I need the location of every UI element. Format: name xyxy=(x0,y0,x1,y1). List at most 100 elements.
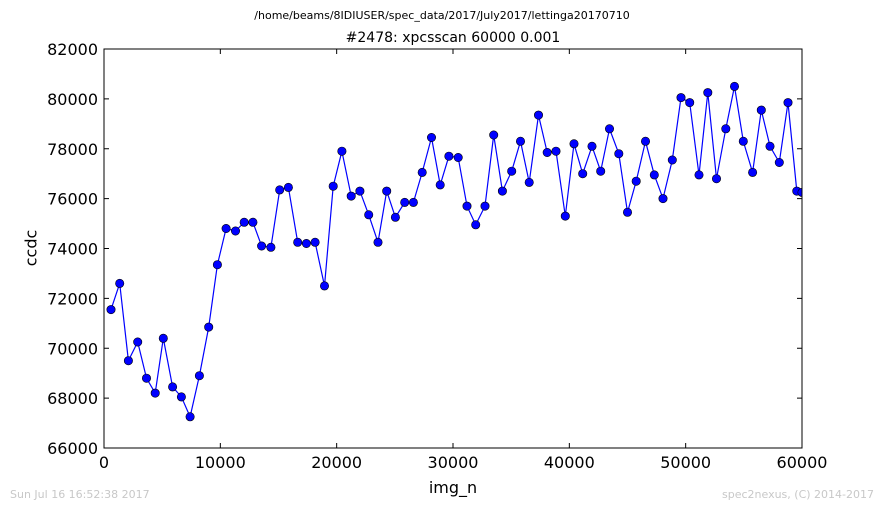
data-point xyxy=(614,149,624,159)
data-point xyxy=(355,186,365,196)
data-point xyxy=(337,146,347,156)
data-point xyxy=(497,186,507,196)
data-point xyxy=(560,211,570,221)
data-point xyxy=(346,191,356,201)
data-point xyxy=(319,281,329,291)
data-point xyxy=(221,224,231,234)
data-point xyxy=(328,181,338,191)
data-point xyxy=(212,260,222,270)
data-point xyxy=(703,88,713,98)
data-point xyxy=(480,201,490,211)
data-point xyxy=(471,220,481,230)
data-point xyxy=(694,170,704,180)
data-point xyxy=(390,212,400,222)
y-tick-label: 66000 xyxy=(47,439,98,458)
y-tick-label: 80000 xyxy=(47,90,98,109)
x-tick-label: 60000 xyxy=(777,453,828,472)
data-point xyxy=(640,136,650,146)
y-tick-label: 68000 xyxy=(47,389,98,408)
data-point xyxy=(158,333,168,343)
data-point xyxy=(123,356,133,366)
data-point xyxy=(364,210,374,220)
data-point xyxy=(622,207,632,217)
data-point xyxy=(729,81,739,91)
x-tick-label: 50000 xyxy=(660,453,711,472)
data-point xyxy=(185,412,195,422)
data-point xyxy=(231,226,241,236)
data-point xyxy=(738,136,748,146)
data-point xyxy=(507,166,517,176)
data-point xyxy=(462,201,472,211)
file-path-header: /home/beams/8IDIUSER/spec_data/2017/July… xyxy=(254,9,630,22)
data-point xyxy=(685,98,695,108)
data-point xyxy=(373,237,383,247)
data-point xyxy=(756,105,766,115)
data-point xyxy=(204,322,214,332)
data-point xyxy=(658,194,668,204)
y-tick-label: 72000 xyxy=(47,289,98,308)
data-point xyxy=(382,186,392,196)
data-point xyxy=(578,169,588,179)
data-point xyxy=(453,153,463,163)
data-point xyxy=(283,182,293,192)
data-point xyxy=(426,133,436,143)
y-tick-label: 70000 xyxy=(47,339,98,358)
data-point xyxy=(275,185,285,195)
data-point xyxy=(676,93,686,103)
data-point xyxy=(176,392,186,402)
credit-footer: spec2nexus, (C) 2014-2017 xyxy=(722,488,874,501)
data-point xyxy=(649,170,659,180)
data-point xyxy=(604,124,614,134)
data-point xyxy=(711,174,721,184)
data-point xyxy=(587,141,597,151)
data-point xyxy=(115,278,125,288)
y-tick-label: 74000 xyxy=(47,240,98,259)
data-point xyxy=(524,177,534,187)
data-point xyxy=(489,130,499,140)
data-point xyxy=(721,124,731,134)
data-point xyxy=(408,197,418,207)
data-point xyxy=(400,197,410,207)
data-point xyxy=(310,237,320,247)
y-tick-label: 78000 xyxy=(47,140,98,159)
series-line xyxy=(110,86,802,419)
data-point xyxy=(765,141,775,151)
data-point xyxy=(667,155,677,165)
data-point xyxy=(596,166,606,176)
data-point xyxy=(293,237,303,247)
data-point xyxy=(515,136,525,146)
x-tick-label: 40000 xyxy=(544,453,595,472)
data-point xyxy=(551,146,561,156)
data-point xyxy=(417,167,427,177)
data-point xyxy=(248,217,258,227)
y-tick-label: 76000 xyxy=(47,190,98,209)
data-point xyxy=(631,176,641,186)
timestamp-footer: Sun Jul 16 16:52:38 2017 xyxy=(10,488,150,501)
data-point xyxy=(301,239,311,249)
data-point xyxy=(783,98,793,108)
data-point xyxy=(748,167,758,177)
x-tick-label: 10000 xyxy=(195,453,246,472)
data-point xyxy=(142,373,152,383)
x-axis-label: img_n xyxy=(428,478,478,497)
data-point xyxy=(435,180,445,190)
chart-title: #2478: xpcsscan 60000 0.001 xyxy=(345,30,561,46)
y-tick-label: 82000 xyxy=(47,40,98,59)
data-point xyxy=(133,337,143,347)
data-point xyxy=(774,158,784,168)
data-point xyxy=(444,151,454,161)
data-point xyxy=(194,371,204,381)
x-tick-label: 20000 xyxy=(311,453,362,472)
data-point xyxy=(569,139,579,149)
x-tick-label: 30000 xyxy=(428,453,479,472)
plot-frame xyxy=(103,48,803,449)
data-point xyxy=(168,382,178,392)
x-tick-label: 0 xyxy=(99,453,109,472)
data-point xyxy=(542,148,552,158)
data-point xyxy=(257,241,267,251)
data-point xyxy=(150,388,160,398)
data-point xyxy=(533,110,543,120)
data-point xyxy=(106,305,116,315)
data-point xyxy=(239,217,249,227)
